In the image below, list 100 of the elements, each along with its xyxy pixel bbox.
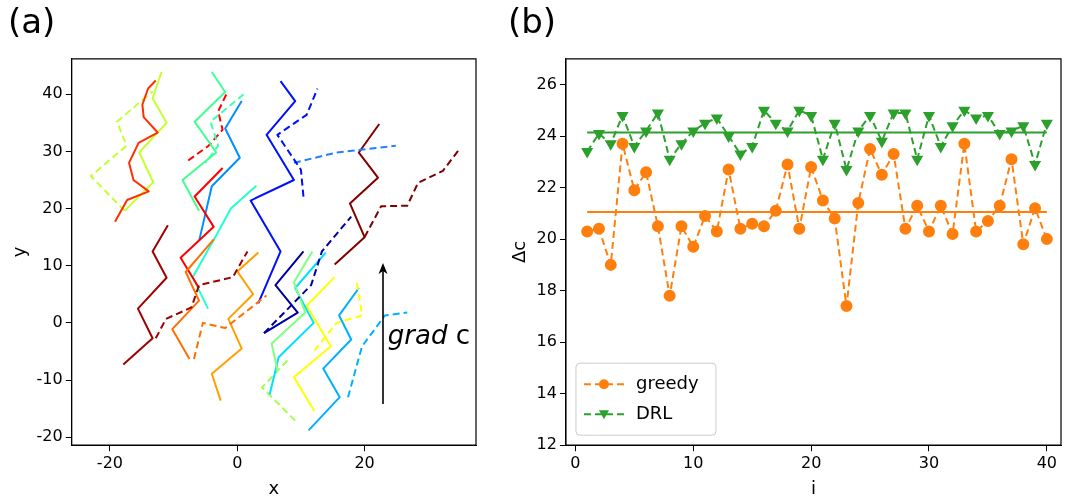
point [723, 132, 734, 143]
point [781, 158, 794, 171]
point [935, 142, 947, 153]
point [746, 217, 759, 230]
point [970, 114, 982, 125]
y-tick-label: 14 [536, 382, 557, 402]
point [959, 106, 970, 117]
point [1017, 122, 1029, 132]
point [840, 300, 853, 313]
point [640, 127, 652, 137]
point [875, 168, 888, 181]
y-tick-label: 24 [536, 125, 557, 145]
point [852, 197, 865, 210]
point [770, 119, 782, 130]
point [593, 130, 605, 140]
point [993, 199, 1006, 212]
point [769, 204, 782, 217]
point [616, 137, 629, 150]
point [829, 119, 841, 130]
y-tick-label: 0 [52, 312, 63, 332]
point [687, 127, 699, 137]
x-tick-label: 0 [232, 452, 243, 472]
chart-title: (b) [508, 1, 557, 42]
point [734, 222, 747, 235]
y-axis-title: Δc [508, 240, 530, 264]
point [699, 119, 711, 130]
point [1040, 233, 1053, 246]
point [900, 109, 911, 119]
x-tick-label: 20 [800, 452, 822, 472]
point [1017, 238, 1030, 251]
point [699, 209, 712, 222]
point [876, 137, 888, 148]
point [805, 111, 817, 122]
point [675, 220, 688, 233]
point [816, 194, 829, 207]
line-series [276, 87, 319, 198]
point [888, 109, 899, 119]
point [592, 222, 605, 235]
point [947, 122, 958, 132]
y-tick-label: 10 [42, 254, 63, 274]
x-tick-label: 40 [1036, 452, 1058, 472]
point [651, 220, 664, 233]
point [911, 199, 924, 212]
point [794, 106, 805, 117]
point [604, 258, 617, 271]
point [793, 222, 806, 235]
point [640, 166, 653, 179]
point [1005, 153, 1018, 166]
legend-label: greedy [635, 371, 699, 393]
y-tick-label: 40 [42, 83, 63, 103]
y-tick-label: 18 [536, 279, 557, 299]
y-tick-label: 12 [536, 434, 557, 454]
point [982, 111, 994, 122]
point [746, 142, 758, 153]
point [864, 111, 876, 122]
x-tick-label: -20 [96, 452, 123, 472]
point [923, 111, 935, 122]
point [735, 150, 746, 161]
point [899, 222, 912, 235]
point [628, 184, 641, 197]
point [617, 111, 628, 122]
point [887, 148, 900, 161]
y-tick-label: 30 [42, 140, 63, 160]
y-tick-label: 20 [536, 228, 557, 248]
point [628, 142, 640, 153]
point [946, 227, 959, 240]
point [1029, 160, 1041, 171]
y-tick-label: 26 [536, 73, 557, 93]
point [828, 212, 841, 225]
y-tick-label: -10 [36, 369, 63, 389]
point [864, 142, 877, 155]
point [711, 114, 723, 125]
point [581, 148, 593, 158]
point [722, 163, 735, 176]
x-axis-title: x [268, 476, 280, 498]
y-axis-title: y [8, 246, 30, 258]
point [605, 140, 617, 150]
y-tick-label: 20 [42, 197, 63, 217]
point [817, 155, 829, 166]
line-series [154, 250, 249, 340]
x-tick-label: 0 [570, 452, 581, 472]
point [581, 225, 594, 238]
point [676, 140, 687, 150]
point [687, 240, 700, 253]
y-tick-label: 16 [536, 331, 557, 351]
annotation: grad c [387, 319, 470, 350]
point [841, 166, 852, 176]
x-axis-title: i [810, 476, 816, 498]
chart-title: (a) [8, 1, 56, 42]
point [758, 106, 770, 117]
point [652, 109, 664, 119]
point [782, 127, 793, 137]
point [1041, 119, 1053, 130]
point [805, 160, 818, 173]
point [1029, 202, 1042, 215]
point [1006, 127, 1017, 137]
point [922, 225, 935, 238]
point [970, 225, 983, 238]
point [852, 127, 864, 137]
x-tick-label: 20 [354, 452, 375, 472]
